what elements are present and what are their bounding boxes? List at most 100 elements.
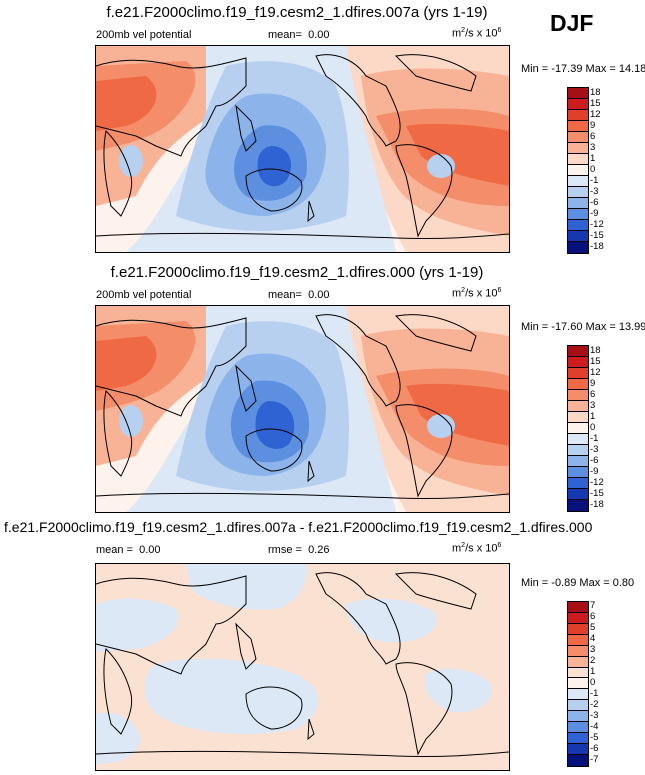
panel1-variable: 200mb vel potential xyxy=(96,29,192,41)
colorbar-segment xyxy=(568,401,588,412)
colorbar-segment xyxy=(568,478,588,489)
colorbar-segment xyxy=(568,231,588,242)
colorbar-tick-label: -7 xyxy=(590,753,599,765)
colorbar-segment xyxy=(568,645,588,657)
panel3-mean: mean = 0.00 xyxy=(96,544,161,556)
panel3-title: f.e21.F2000climo.f19_f19.cesm2_1.dfires.… xyxy=(4,519,593,535)
colorbar-tick-label: -3 xyxy=(590,185,599,197)
colorbar-segment xyxy=(568,623,588,635)
season-label: DJF xyxy=(550,10,594,36)
colorbar-tick-label: 0 xyxy=(590,163,596,175)
colorbar-segment xyxy=(568,88,588,99)
panel3-map xyxy=(95,563,510,771)
colorbar-tick-label: 2 xyxy=(590,655,596,667)
colorbar-tick-label: 6 xyxy=(590,611,596,623)
colorbar-tick-label: 3 xyxy=(590,141,596,153)
colorbar-tick-label: -9 xyxy=(590,207,599,219)
colorbar-tick-label: 1 xyxy=(590,152,596,164)
panel2-map xyxy=(95,305,510,513)
colorbar-segment xyxy=(568,500,588,511)
colorbar-segment xyxy=(568,209,588,220)
colorbar-tick-label: -1 xyxy=(590,432,599,444)
colorbar-segment xyxy=(568,456,588,467)
colorbar-segment xyxy=(568,612,588,624)
colorbar-tick-label: -5 xyxy=(590,731,599,743)
colorbar-segment xyxy=(568,220,588,231)
panel3-colorbar xyxy=(567,601,589,767)
panel1-map xyxy=(95,45,510,253)
panel3-units: m2/s x 106 xyxy=(452,542,502,555)
colorbar-tick-label: -6 xyxy=(590,196,599,208)
colorbar-segment xyxy=(568,110,588,121)
colorbar-tick-label: 6 xyxy=(590,388,596,400)
colorbar-segment xyxy=(568,379,588,390)
colorbar-tick-label: -2 xyxy=(590,698,599,710)
colorbar-segment xyxy=(568,434,588,445)
colorbar-tick-label: 5 xyxy=(590,622,596,634)
colorbar-segment xyxy=(568,489,588,500)
colorbar-segment xyxy=(568,711,588,723)
colorbar-segment xyxy=(568,357,588,368)
colorbar-segment xyxy=(568,743,588,755)
colorbar-segment xyxy=(568,412,588,423)
colorbar-tick-label: -15 xyxy=(590,229,604,241)
colorbar-segment xyxy=(568,700,588,712)
colorbar-segment xyxy=(568,445,588,456)
colorbar-segment xyxy=(568,390,588,401)
colorbar-tick-label: -6 xyxy=(590,454,599,466)
colorbar-segment xyxy=(568,187,588,198)
colorbar-tick-label: 15 xyxy=(590,97,601,109)
colorbar-segment xyxy=(568,198,588,209)
colorbar-tick-label: 15 xyxy=(590,355,601,367)
colorbar-segment xyxy=(568,656,588,668)
colorbar-segment xyxy=(568,368,588,379)
colorbar-segment xyxy=(568,689,588,701)
colorbar-tick-label: 12 xyxy=(590,366,601,378)
colorbar-segment xyxy=(568,722,588,734)
panel2-mean: mean= 0.00 xyxy=(268,289,330,301)
colorbar-tick-label: -18 xyxy=(590,498,604,510)
colorbar-tick-label: -3 xyxy=(590,443,599,455)
colorbar-tick-label: 4 xyxy=(590,633,596,645)
panel2-units: m2/s x 106 xyxy=(452,287,502,300)
colorbar-tick-label: -3 xyxy=(590,709,599,721)
colorbar-tick-label: 18 xyxy=(590,86,601,98)
colorbar-tick-label: 12 xyxy=(590,108,601,120)
panel1-title: f.e21.F2000climo.f19_f19.cesm2_1.dfires.… xyxy=(106,4,488,21)
colorbar-segment xyxy=(568,165,588,176)
colorbar-segment xyxy=(568,667,588,679)
panel1-minmax: Min = -17.39 Max = 14.18 xyxy=(521,63,645,75)
panel3-rmse: rmse = 0.26 xyxy=(268,544,330,556)
colorbar-segment xyxy=(568,733,588,744)
colorbar-tick-label: 18 xyxy=(590,344,601,356)
colorbar-segment xyxy=(568,121,588,132)
colorbar-segment xyxy=(568,467,588,478)
colorbar-tick-label: 0 xyxy=(590,677,596,688)
colorbar-segment xyxy=(568,132,588,143)
colorbar-tick-label: -4 xyxy=(590,720,599,732)
panel2-minmax: Min = -17.60 Max = 13.99 xyxy=(521,321,645,333)
panel1-units: m2/s x 106 xyxy=(452,27,502,40)
colorbar-segment xyxy=(568,242,588,253)
colorbar-tick-label: 1 xyxy=(590,666,596,678)
panel1-mean: mean= 0.00 xyxy=(268,29,330,41)
colorbar-segment xyxy=(568,678,588,690)
colorbar-tick-label: -1 xyxy=(590,687,599,699)
colorbar-tick-label: 0 xyxy=(590,421,596,433)
panel1-colorbar xyxy=(567,87,589,254)
colorbar-tick-label: -12 xyxy=(590,476,604,488)
colorbar-tick-label: 1 xyxy=(590,410,596,422)
panel2-variable: 200mb vel potential xyxy=(96,289,192,301)
colorbar-tick-label: -15 xyxy=(590,487,604,499)
colorbar-tick-label: 7 xyxy=(590,600,596,612)
panel2-title: f.e21.F2000climo.f19_f19.cesm2_1.dfires.… xyxy=(110,264,484,281)
colorbar-tick-label: -9 xyxy=(590,465,599,477)
colorbar-segment xyxy=(568,423,588,434)
colorbar-tick-label: -1 xyxy=(590,174,599,186)
colorbar-segment xyxy=(568,143,588,154)
colorbar-tick-label: -18 xyxy=(590,240,604,252)
colorbar-segment xyxy=(568,346,588,357)
colorbar-segment xyxy=(568,754,588,766)
colorbar-tick-label: -12 xyxy=(590,218,604,230)
colorbar-tick-label: 3 xyxy=(590,399,596,411)
